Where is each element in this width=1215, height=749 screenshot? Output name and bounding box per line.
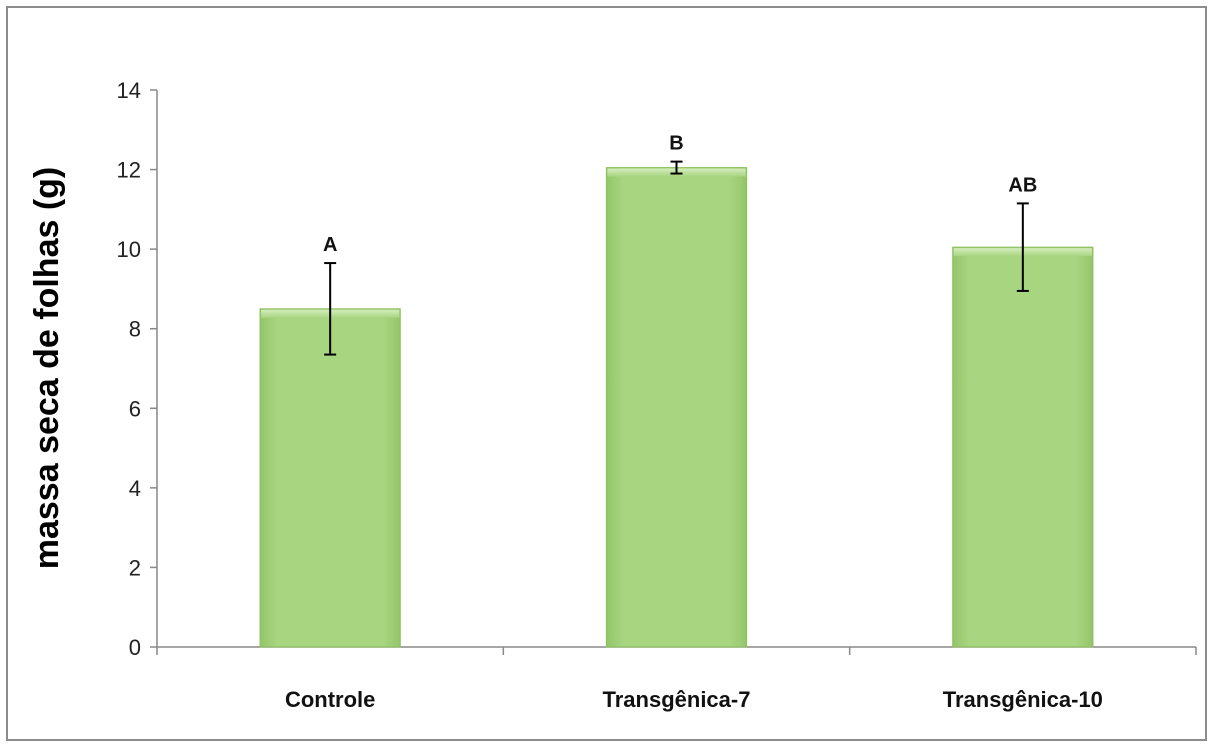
- y-tick-label: 12: [117, 158, 141, 183]
- y-tick-label: 10: [117, 237, 141, 262]
- category-label: Controle: [285, 687, 375, 712]
- y-tick-label: 2: [129, 555, 141, 580]
- y-axis-title: massa seca de folhas (g): [28, 167, 66, 570]
- y-tick-label: 4: [129, 476, 141, 501]
- bar: [259, 308, 401, 648]
- y-tick-label: 8: [129, 317, 141, 342]
- significance-label: AB: [1008, 174, 1037, 196]
- bar: [952, 246, 1094, 648]
- y-tick-label: 0: [129, 635, 141, 660]
- y-tick-label: 6: [129, 396, 141, 421]
- bars: [259, 160, 1094, 648]
- category-label: Transgênica-10: [943, 687, 1103, 712]
- significance-label: B: [669, 133, 683, 155]
- bar: [605, 167, 748, 648]
- y-axis-title-group: massa seca de folhas (g): [28, 167, 66, 570]
- y-tick-label: 14: [117, 78, 141, 103]
- labels: A Controle B Transgênica-7 AB Transgênica-10: [285, 133, 1103, 712]
- category-label: Transgênica-7: [603, 687, 751, 712]
- significance-label: A: [323, 234, 337, 256]
